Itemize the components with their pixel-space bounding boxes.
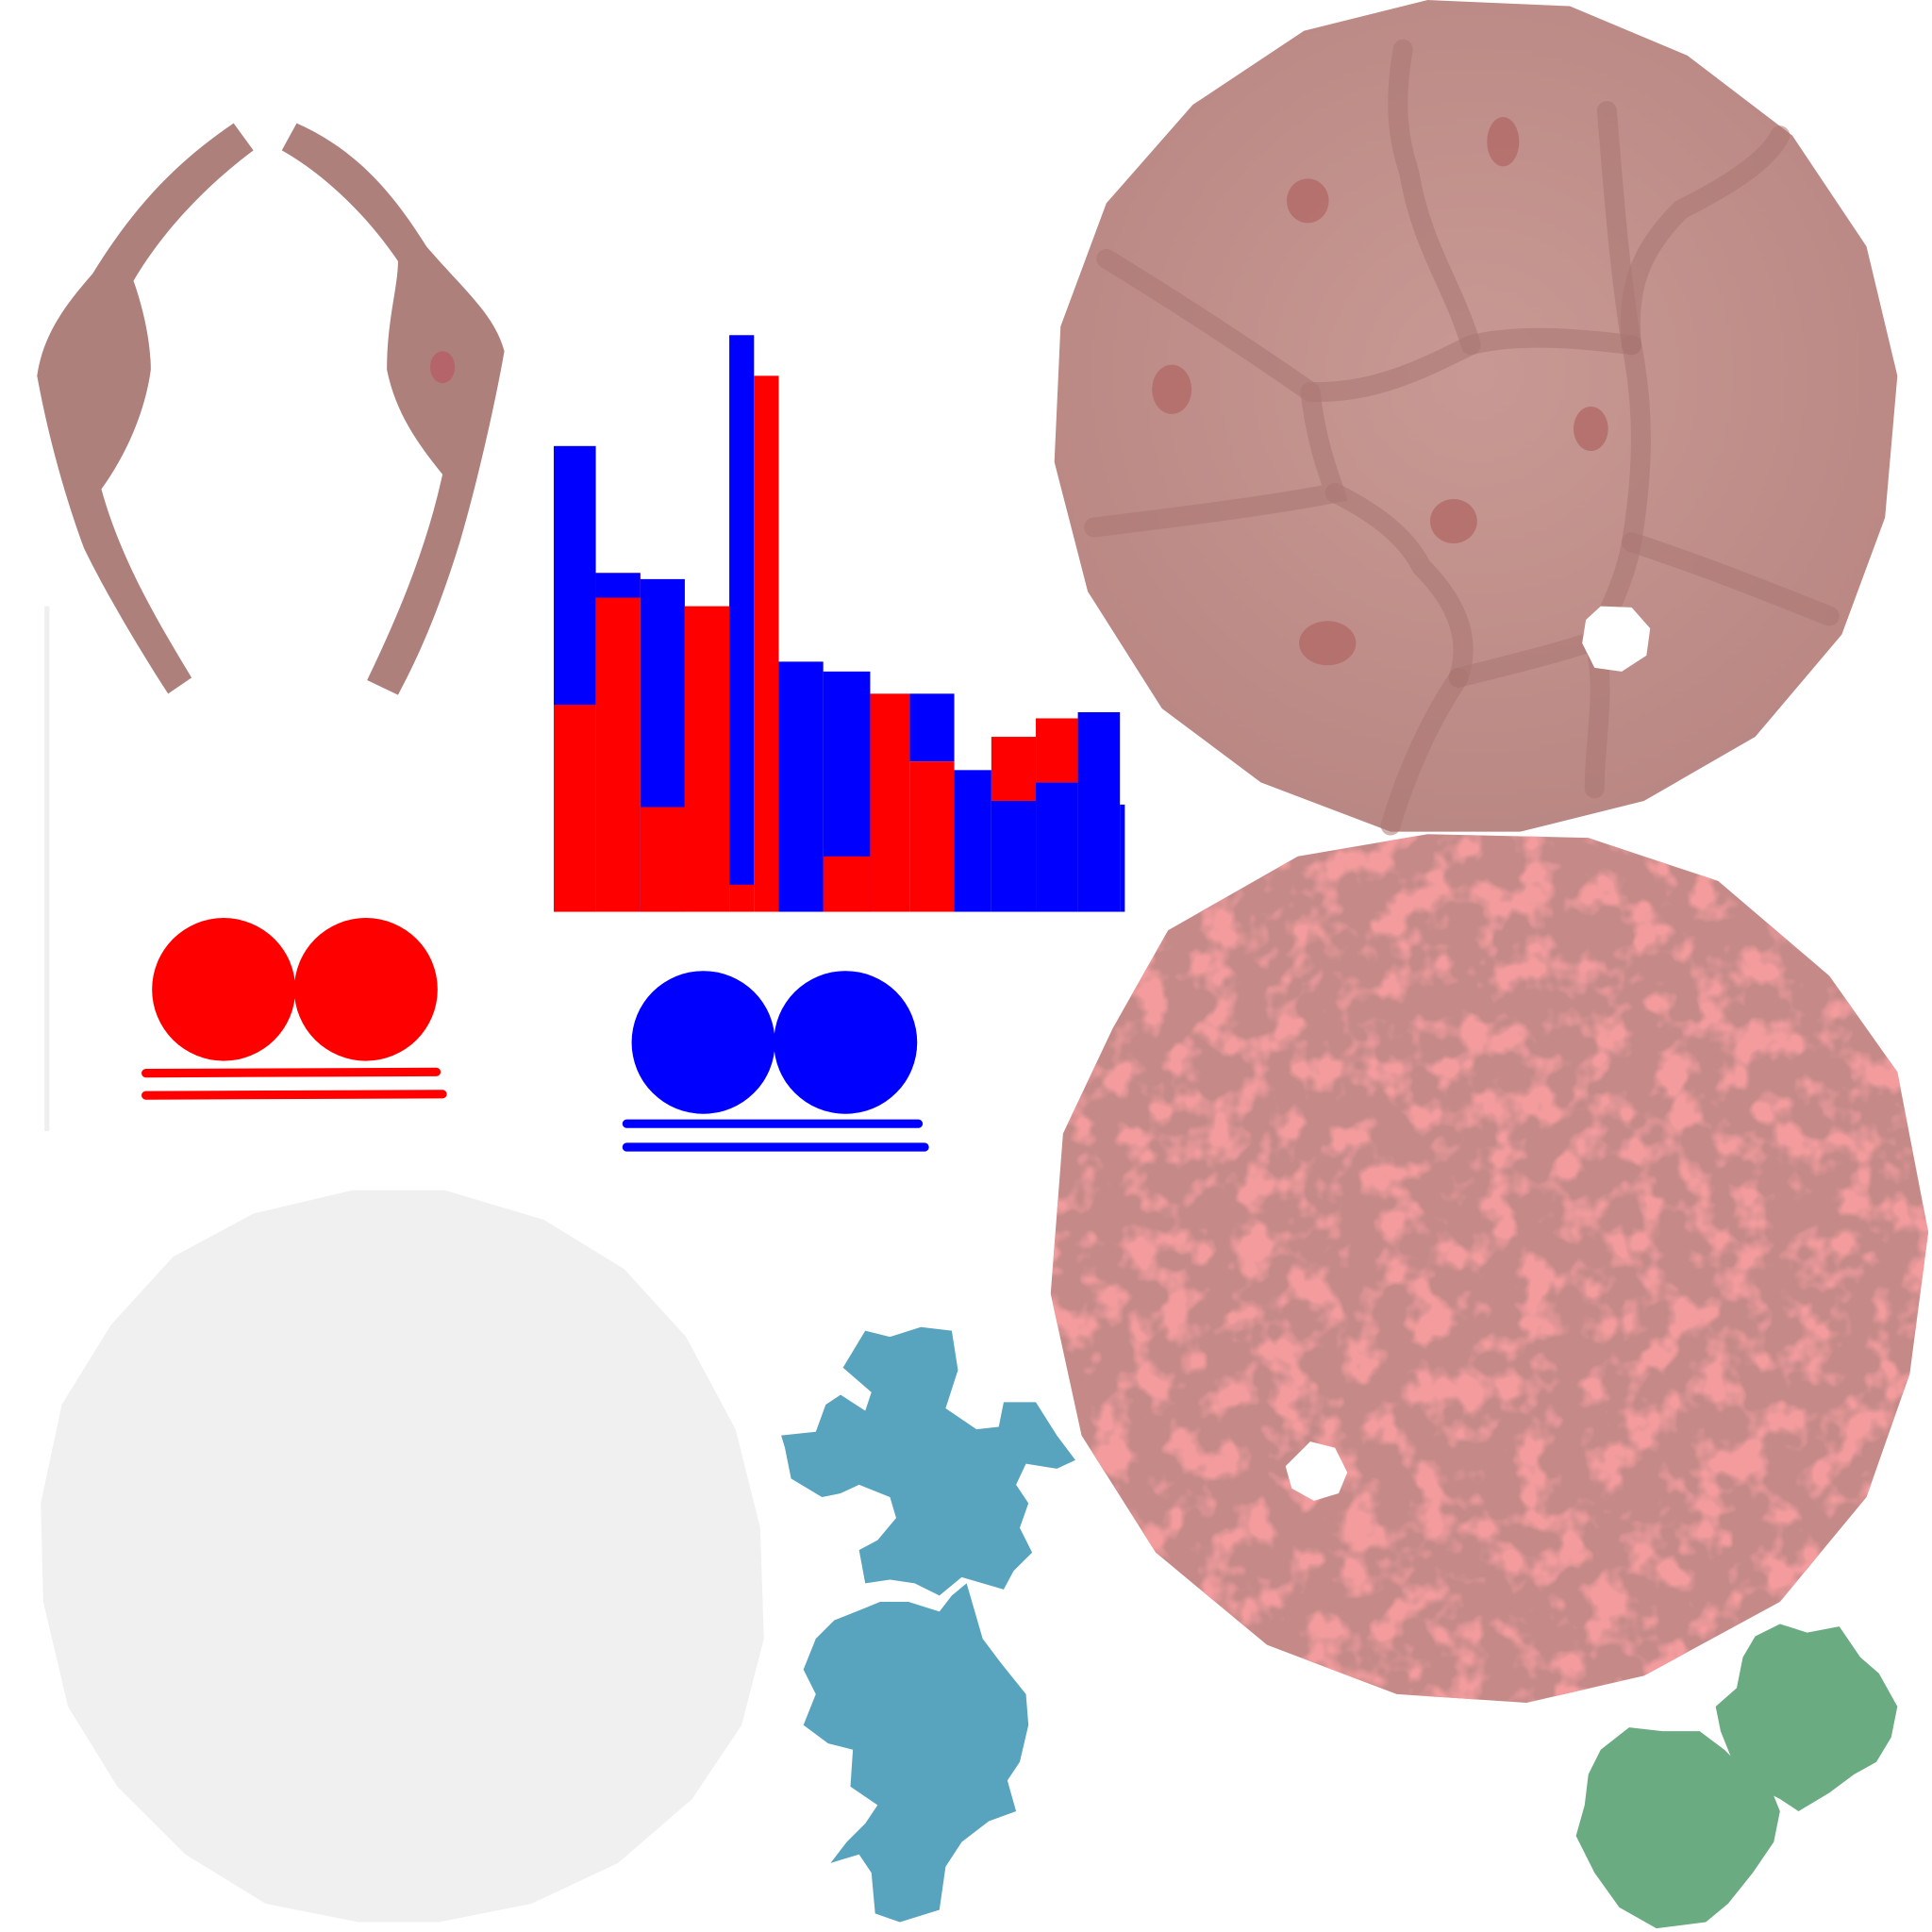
stripe [823, 856, 871, 912]
stripe [640, 807, 685, 912]
green-sphere-pair [1575, 1624, 1898, 1929]
stripe [954, 770, 991, 912]
stripe [778, 661, 824, 912]
stripe [909, 761, 955, 912]
stripe [684, 606, 730, 912]
stripe [754, 375, 779, 912]
blue-twin-circles [622, 971, 929, 1152]
stripe [1120, 804, 1125, 912]
red-twin-circles [142, 918, 447, 1100]
tissue-spot [429, 351, 456, 384]
cell-nuclei [1152, 117, 1608, 666]
blue-crystal-cluster [781, 1326, 1075, 1923]
stripe [729, 884, 755, 912]
stripe [1036, 718, 1078, 783]
cell-pattern-disc [1054, 0, 1898, 836]
stripe [909, 693, 955, 762]
stripe [991, 800, 1037, 912]
tissue-shell-right [281, 123, 505, 695]
stripe [991, 737, 1037, 801]
cell-disc-hole [1582, 606, 1651, 672]
stripe [729, 335, 755, 888]
stripe [1036, 782, 1078, 912]
tissue-shell-halves [37, 123, 505, 695]
mottled-disc-hole [1285, 1441, 1348, 1501]
stripe [870, 693, 910, 912]
stripe [554, 705, 596, 912]
stripe [595, 573, 641, 598]
tissue-shell-left [37, 123, 254, 694]
blank-disc [41, 1190, 764, 1923]
cell-disc-base [1054, 0, 1898, 832]
mottled-disc [1050, 834, 1929, 1704]
stripe [1077, 711, 1121, 912]
cell-boundaries [1084, 39, 1840, 836]
stripe [595, 573, 641, 912]
mottled-blotches [1050, 834, 1929, 1704]
red-blue-striped-block [554, 335, 1125, 912]
